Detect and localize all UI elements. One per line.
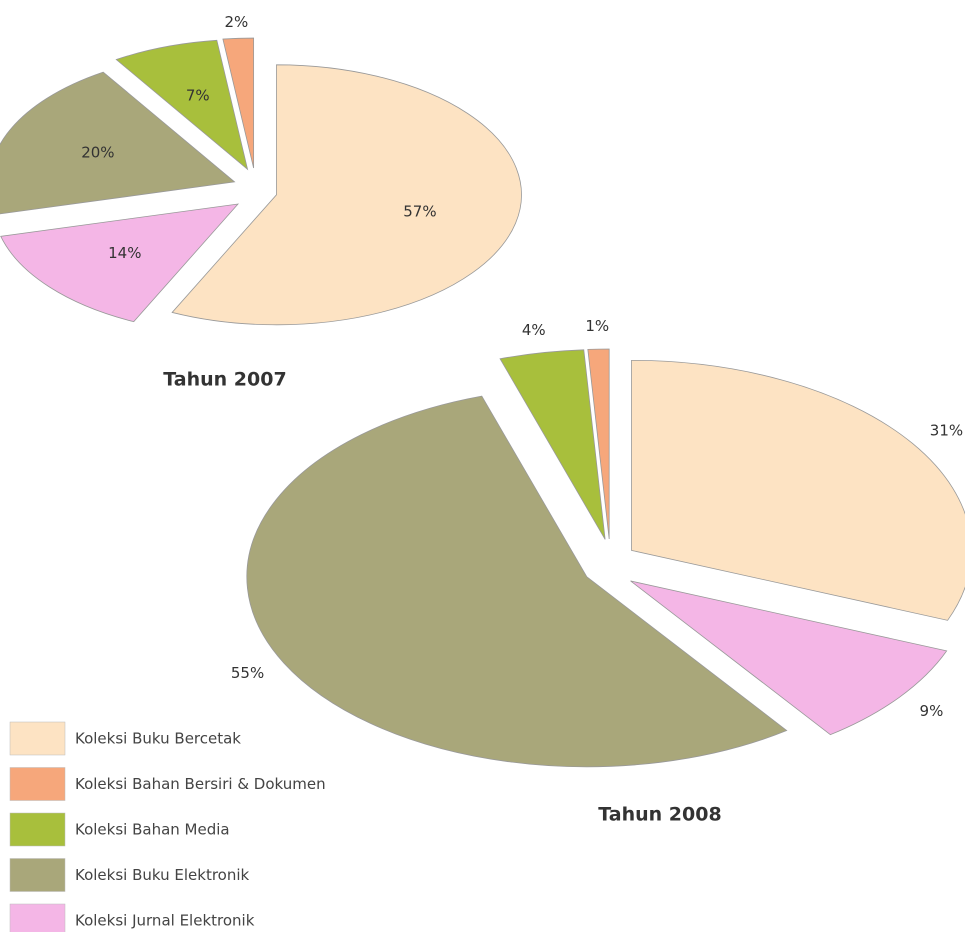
legend-swatch xyxy=(9,903,66,932)
slice-label: 1% xyxy=(585,317,609,335)
pie-slice xyxy=(631,359,965,621)
pie-slice xyxy=(630,580,948,736)
legend-swatch xyxy=(9,767,66,801)
pie-slice xyxy=(115,39,249,171)
slice-label: 20% xyxy=(81,144,114,162)
pie-slice xyxy=(171,64,522,326)
legend-swatch xyxy=(9,812,66,847)
legend-label: Koleksi Buku Bercetak xyxy=(75,730,241,748)
slice-label: 55% xyxy=(231,664,264,682)
legend-label: Koleksi Buku Elektronik xyxy=(75,866,250,884)
chart-title: Tahun 2007 xyxy=(163,369,286,391)
legend-swatch xyxy=(9,858,66,892)
legend-label: Koleksi Bahan Bersiri & Dokumen xyxy=(75,775,326,793)
pie-slice xyxy=(0,203,240,323)
pie-slice xyxy=(0,71,236,215)
slice-label: 7% xyxy=(186,86,210,104)
slice-label: 4% xyxy=(522,321,546,339)
slice-label: 9% xyxy=(920,702,944,720)
slice-label: 57% xyxy=(403,202,436,220)
slice-label: 14% xyxy=(108,244,141,262)
slice-label: 2% xyxy=(224,13,248,31)
pie-slice xyxy=(222,37,255,169)
pie-slice xyxy=(246,395,788,768)
legend-swatch xyxy=(9,721,66,756)
pie-slice xyxy=(587,348,610,540)
pie-slice xyxy=(499,349,606,540)
legend-label: Koleksi Jurnal Elektronik xyxy=(75,912,255,930)
legend-label: Koleksi Bahan Media xyxy=(75,821,230,839)
chart-title: Tahun 2008 xyxy=(598,804,721,826)
slice-label: 31% xyxy=(930,421,963,439)
